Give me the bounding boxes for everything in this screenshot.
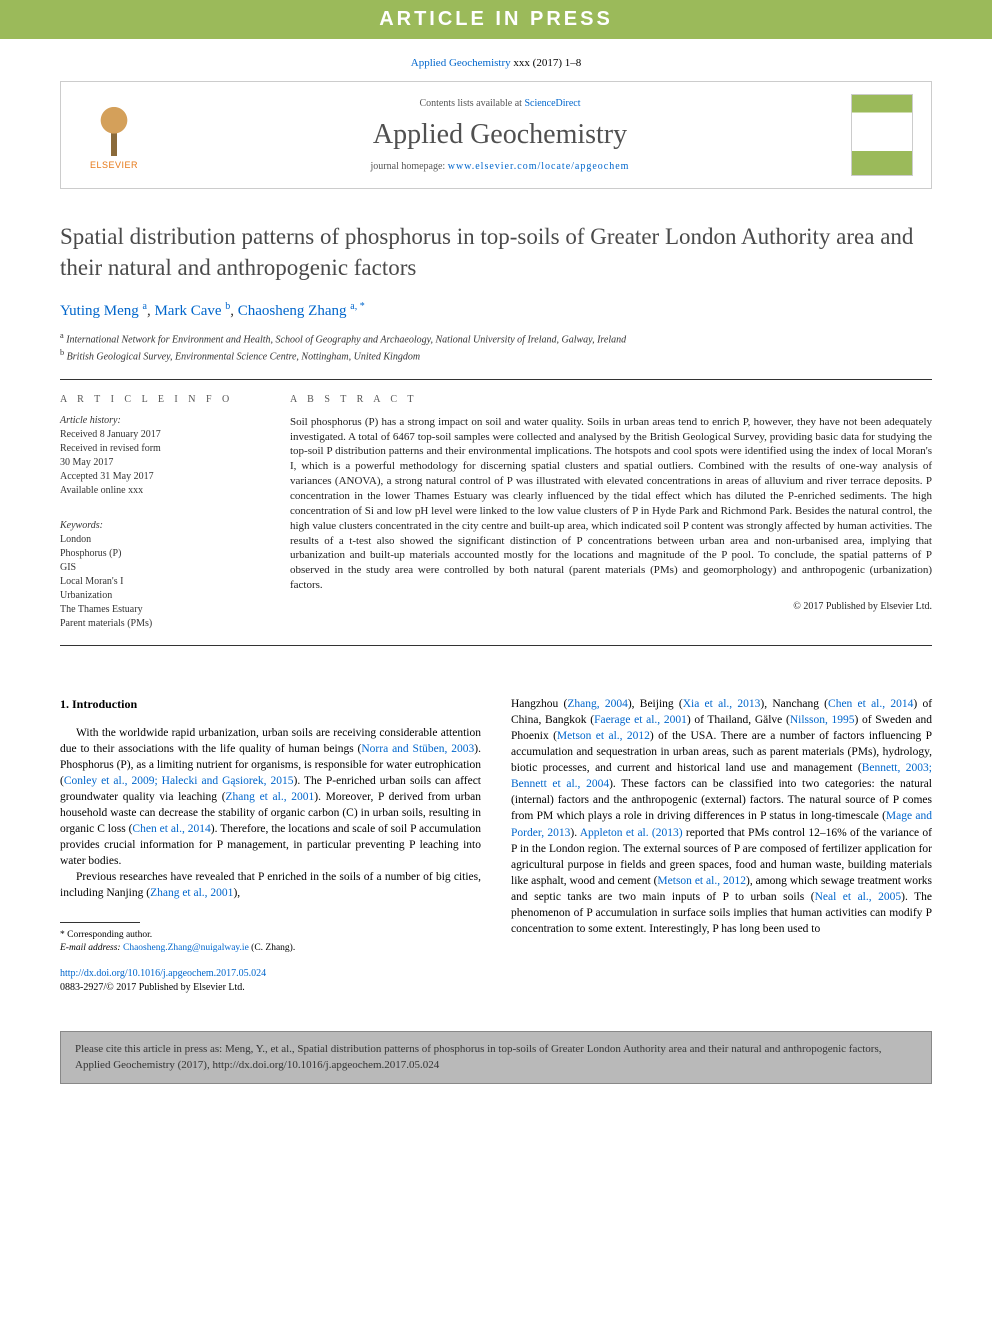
body-text: ). [570,827,579,839]
keywords-block: Keywords: London Phosphorus (P) GIS Loca… [60,520,260,631]
body-column-left: 1. Introduction With the worldwide rapid… [60,696,481,995]
keywords-list: London Phosphorus (P) GIS Local Moran's … [60,533,260,631]
body-column-right: Hangzhou (Zhang, 2004), Beijing (Xia et … [511,696,932,995]
body-paragraph: Previous researches have revealed that P… [60,869,481,901]
author-1-affil: a [143,301,147,312]
affiliation-a: a International Network for Environment … [60,330,932,347]
author-1[interactable]: Yuting Meng [60,303,139,319]
homepage-prefix: journal homepage: [371,161,448,172]
journal-name: Applied Geochemistry [167,119,833,151]
body-text: ) of Thailand, Gälve ( [687,714,790,726]
citation-link[interactable]: Chen et al., 2014 [132,823,210,835]
page-content: Applied Geochemistry xxx (2017) 1–8 ELSE… [0,57,992,1015]
affiliation-b: b British Geological Survey, Environment… [60,347,932,364]
journal-center: Contents lists available at ScienceDirec… [167,98,833,172]
affiliation-b-text: British Geological Survey, Environmental… [67,352,420,363]
article-title: Spatial distribution patterns of phospho… [60,221,932,283]
citation-link[interactable]: Metson et al., 2012 [557,730,650,742]
body-text: ), [233,887,240,899]
divider-rule [60,379,932,380]
history-revised-1: Received in revised form [60,442,260,456]
citation-link[interactable]: Zhang, 2004 [567,698,628,710]
footnotes: * Corresponding author. E-mail address: … [60,929,481,956]
body-columns: 1. Introduction With the worldwide rapid… [60,696,932,995]
author-2-affil: b [225,301,230,312]
cite-footer-box: Please cite this article in press as: Me… [60,1031,932,1084]
journal-header-box: ELSEVIER Contents lists available at Sci… [60,81,932,189]
affiliation-a-text: International Network for Environment an… [66,334,626,345]
author-3[interactable]: Chaosheng Zhang [238,303,347,319]
section-heading: 1. Introduction [60,696,481,713]
citation-link[interactable]: Nilsson, 1995 [790,714,855,726]
affiliations: a International Network for Environment … [60,330,932,365]
doi-block: http://dx.doi.org/10.1016/j.apgeochem.20… [60,967,481,995]
article-info-column: A R T I C L E I N F O Article history: R… [60,394,260,631]
issn-copyright: 0883-2927/© 2017 Published by Elsevier L… [60,981,481,995]
keyword-item: Phosphorus (P) [60,547,260,561]
history-revised-2: 30 May 2017 [60,456,260,470]
citation-link[interactable]: Zhang et al., 2001 [226,791,315,803]
body-text: ), Nanchang ( [760,698,828,710]
elsevier-tree-icon [89,101,139,156]
info-abstract-row: A R T I C L E I N F O Article history: R… [60,394,932,631]
body-paragraph: With the worldwide rapid urbanization, u… [60,725,481,870]
header-citation: Applied Geochemistry xxx (2017) 1–8 [60,57,932,69]
keyword-item: GIS [60,561,260,575]
header-citation-suffix: xxx (2017) 1–8 [511,57,582,69]
abstract-copyright: © 2017 Published by Elsevier Ltd. [290,601,932,612]
article-info-heading: A R T I C L E I N F O [60,394,260,405]
contents-prefix: Contents lists available at [419,98,524,109]
abstract-text: Soil phosphorus (P) has a strong impact … [290,415,932,593]
keywords-label: Keywords: [60,520,260,531]
citation-link[interactable]: Norra and Stüben, 2003 [361,743,474,755]
citation-link[interactable]: Zhang et al., 2001 [150,887,233,899]
citation-link[interactable]: Faerage et al., 2001 [594,714,687,726]
keyword-item: Parent materials (PMs) [60,617,260,631]
citation-link[interactable]: Chen et al., 2014 [828,698,913,710]
elsevier-label: ELSEVIER [90,160,138,170]
doi-link[interactable]: http://dx.doi.org/10.1016/j.apgeochem.20… [60,968,266,979]
citation-link[interactable]: Conley et al., 2009; Halecki and Gąsiore… [64,775,294,787]
email-link[interactable]: Chaosheng.Zhang@nuigalway.ie [123,943,249,953]
authors-line: Yuting Meng a, Mark Cave b, Chaosheng Zh… [60,301,932,320]
email-line: E-mail address: Chaosheng.Zhang@nuigalwa… [60,942,481,955]
citation-link[interactable]: Metson et al., 2012 [657,875,746,887]
history-accepted: Accepted 31 May 2017 [60,470,260,484]
body-text: ), Beijing ( [628,698,683,710]
abstract-heading: A B S T R A C T [290,394,932,405]
homepage-link[interactable]: www.elsevier.com/locate/apgeochem [448,161,630,172]
author-3-affil: a, * [350,301,364,312]
email-suffix: (C. Zhang). [249,943,295,953]
banner-text: ARTICLE IN PRESS [379,8,613,30]
body-text: Hangzhou ( [511,698,567,710]
author-2[interactable]: Mark Cave [154,303,221,319]
history-lines: Received 8 January 2017 Received in revi… [60,428,260,498]
journal-cover-thumbnail[interactable] [851,94,913,176]
corresponding-author-note: * Corresponding author. [60,929,481,942]
keyword-item: Local Moran's I [60,575,260,589]
header-journal-link[interactable]: Applied Geochemistry [411,57,511,69]
article-in-press-banner: ARTICLE IN PRESS [0,0,992,39]
keyword-item: Urbanization [60,589,260,603]
citation-link[interactable]: Neal et al., 2005 [815,891,902,903]
elsevier-logo[interactable]: ELSEVIER [79,95,149,175]
history-label: Article history: [60,415,260,426]
homepage-line: journal homepage: www.elsevier.com/locat… [167,161,833,172]
sciencedirect-link[interactable]: ScienceDirect [524,98,580,109]
divider-rule [60,645,932,646]
footnote-rule [60,922,140,923]
cite-footer-text: Please cite this article in press as: Me… [75,1043,881,1070]
keyword-item: London [60,533,260,547]
citation-link[interactable]: Xia et al., 2013 [683,698,761,710]
history-online: Available online xxx [60,484,260,498]
abstract-column: A B S T R A C T Soil phosphorus (P) has … [290,394,932,631]
email-label: E-mail address: [60,943,123,953]
body-paragraph: Hangzhou (Zhang, 2004), Beijing (Xia et … [511,696,932,937]
keyword-item: The Thames Estuary [60,603,260,617]
body-text: Previous researches have revealed that P… [60,871,481,899]
contents-line: Contents lists available at ScienceDirec… [167,98,833,109]
citation-link[interactable]: Appleton et al. (2013) [580,827,683,839]
history-received: Received 8 January 2017 [60,428,260,442]
